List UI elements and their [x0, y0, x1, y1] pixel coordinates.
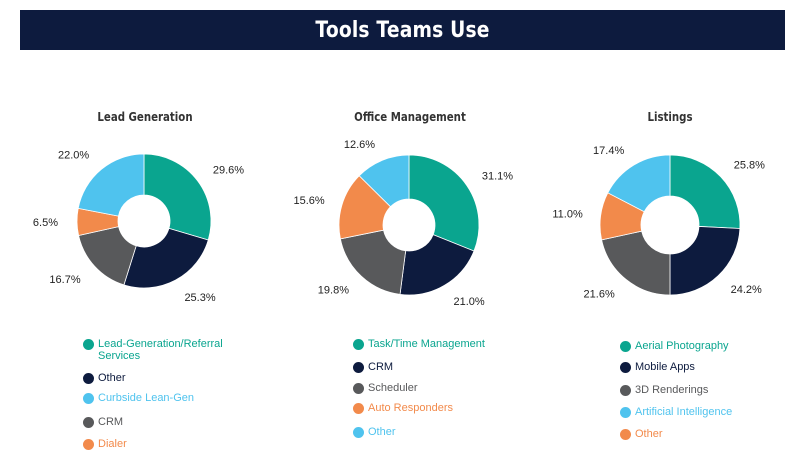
legend-swatch: [620, 341, 631, 352]
donut-chart-lead-generation: 29.6% 25.3% 16.7% 6.5% 22.0%: [33, 150, 244, 304]
legend-item-task-time-management: Task/Time Management: [353, 338, 485, 350]
legend-label: Auto Responders: [368, 402, 453, 414]
legend-item-other: Other: [620, 428, 663, 440]
slice-other: [358, 154, 410, 208]
legend-item-artificial-intelligence: Artificial Intelligence: [620, 406, 732, 418]
legend-label: CRM: [368, 361, 394, 373]
legend-label: Aerial Photography: [635, 340, 729, 352]
legend-item-aerial-photography: Aerial Photography: [620, 340, 729, 352]
donut-chart-office-management: 31.1% 21.0% 19.8% 15.6% 12.6%: [293, 139, 513, 308]
legend-label: Mobile Apps: [635, 361, 695, 373]
data-label-lead-generation-referral-services: 29.6%: [213, 165, 244, 177]
chart-title: Lead Generation: [97, 110, 193, 124]
data-label-scheduler: 19.8%: [318, 284, 349, 296]
data-label-curbside-lean-gen: 22.0%: [58, 150, 89, 162]
legend-swatch: [620, 429, 631, 440]
legend-item-crm: CRM: [353, 361, 393, 373]
legend-label: CRM: [98, 416, 124, 428]
legend-swatch: [83, 339, 94, 350]
legend-swatch: [353, 383, 364, 394]
slice-task-time-management: [408, 154, 480, 252]
data-label-task-time-management: 31.1%: [482, 171, 513, 183]
legend-item-other: Other: [83, 372, 126, 384]
data-label-auto-responders: 15.6%: [293, 195, 324, 207]
legend-label: Lead-Generation/Referral Services: [98, 338, 223, 362]
legend-label: Curbside Lean-Gen: [98, 392, 195, 404]
donut-chart-listings: 25.8% 24.2% 21.6% 11.0% 17.4%: [552, 145, 765, 301]
legend-label: Other: [368, 426, 396, 438]
legend-item-lead-generation-referral-services: Lead-Generation/Referral Services: [83, 338, 248, 362]
legend-label: Task/Time Management: [368, 338, 485, 350]
legend-swatch: [353, 339, 364, 350]
data-label-mobile-apps: 24.2%: [731, 284, 762, 296]
legend-item-crm: CRM: [83, 416, 123, 428]
slice-scheduler: [339, 229, 407, 295]
legend-swatch: [83, 417, 94, 428]
chart-title: Office Management: [354, 110, 466, 124]
data-label-artificial-intelligence: 17.4%: [593, 145, 624, 157]
page-title: Tools Teams Use: [315, 17, 490, 43]
legend-swatch: [620, 407, 631, 418]
legend-swatch: [353, 403, 364, 414]
data-label-other: 12.6%: [344, 139, 375, 151]
legend-swatch: [83, 393, 94, 404]
title-banner: Tools Teams Use: [20, 10, 785, 50]
legend-item-dialer: Dialer: [83, 438, 127, 450]
slice-mobile-apps: [669, 226, 741, 296]
legend-swatch: [353, 427, 364, 438]
legend-swatch: [620, 362, 631, 373]
slice-crm: [399, 234, 475, 296]
legend-item-3d-renderings: 3D Renderings: [620, 384, 708, 396]
chart-title: Listings: [647, 110, 693, 124]
legend-item-scheduler: Scheduler: [353, 382, 418, 394]
legend-item-auto-responders: Auto Responders: [353, 402, 453, 414]
chart-lead-generation: Lead Generation 29.6% 25.3% 16.7% 6.5% 22.0%…: [20, 0, 270, 463]
data-label-dialer: 6.5%: [33, 217, 58, 229]
legend-label: Dialer: [98, 438, 127, 450]
data-label-crm: 16.7%: [49, 274, 80, 286]
legend-swatch: [620, 385, 631, 396]
legend-item-mobile-apps: Mobile Apps: [620, 361, 695, 373]
legend-label: Artificial Intelligence: [635, 406, 733, 418]
legend-item-other: Other: [353, 426, 396, 438]
data-label-other: 11.0%: [552, 208, 583, 220]
legend-swatch: [353, 362, 364, 373]
legend-label: Scheduler: [368, 382, 418, 394]
data-label-crm: 21.0%: [454, 296, 485, 308]
legend-label: 3D Renderings: [635, 384, 709, 396]
chart-office-management: Office Management 31.1% 21.0% 19.8% 15.6% 12…: [285, 0, 535, 463]
slice-aerial-photography: [669, 154, 741, 229]
legend-label: Other: [98, 372, 126, 384]
legend-label: Other: [635, 428, 663, 440]
slice-other: [123, 227, 209, 289]
data-label-aerial-photography: 25.8%: [734, 159, 765, 171]
data-label-other: 25.3%: [184, 292, 215, 304]
slice-3d-renderings: [601, 230, 671, 296]
data-label-3d-renderings: 21.6%: [584, 289, 615, 301]
slice-artificial-intelligence: [607, 154, 671, 213]
legend-item-curbside-lean-gen: Curbside Lean-Gen: [83, 392, 194, 404]
slice-curbside-lean-gen: [77, 153, 145, 217]
legend-swatch: [83, 439, 94, 450]
legend-swatch: [83, 373, 94, 384]
slice-lead-generation-referral-services: [143, 153, 212, 241]
chart-listings: Listings 25.8% 24.2% 21.6% 11.0% 17.4% Aeria…: [545, 0, 795, 463]
